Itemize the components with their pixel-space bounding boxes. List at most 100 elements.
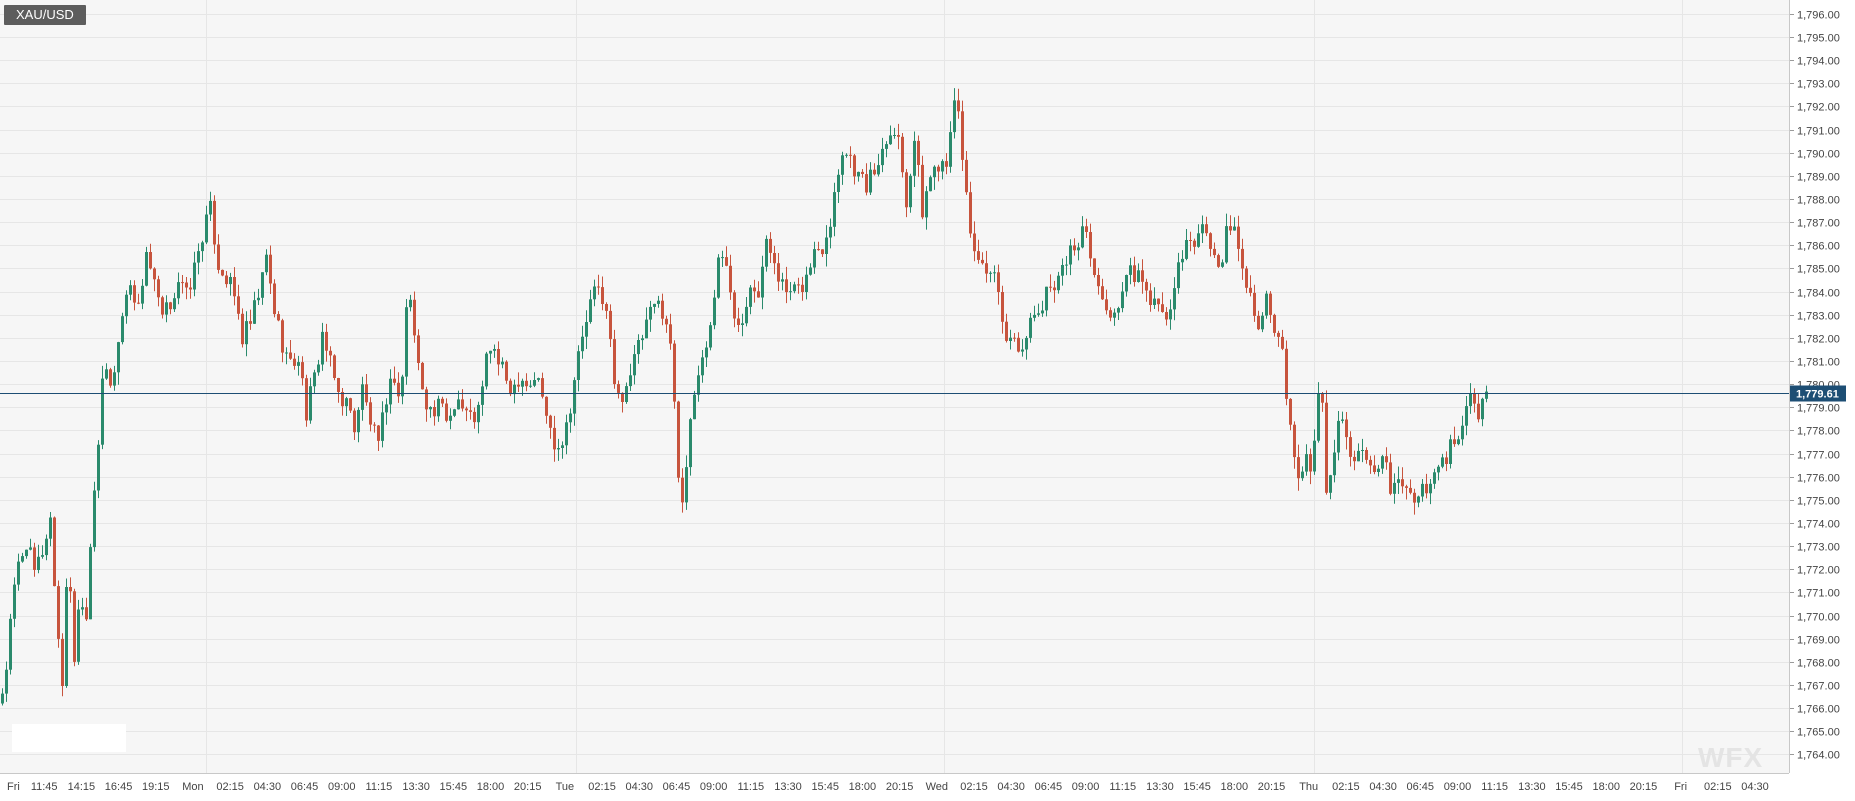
candle-body	[557, 448, 560, 450]
candle-body	[781, 279, 784, 282]
time-tick-label: 09:00	[700, 781, 728, 793]
candle-body	[189, 287, 192, 290]
candle-body	[953, 100, 956, 133]
candle-body	[625, 386, 628, 402]
candle-body	[505, 361, 508, 381]
candle-body	[589, 299, 592, 322]
candle-body	[605, 304, 608, 311]
candle-body	[609, 310, 612, 340]
time-tick-label: 11:15	[737, 781, 764, 793]
candle-body	[1217, 255, 1220, 267]
candle-body	[981, 259, 984, 264]
candle-body	[421, 362, 424, 390]
symbol-label: XAU/USD	[4, 5, 86, 25]
candle-body	[913, 140, 916, 176]
candle-body	[937, 166, 940, 172]
candle-body	[797, 284, 800, 286]
price-tick-label: 1,774.00	[1797, 519, 1840, 531]
time-axis[interactable]: Fri 11:45 14:15 16:45 19:15 Mon 02:15 04:30 06:4…	[7, 781, 1769, 793]
candle-body	[1153, 298, 1156, 305]
candle-body	[1225, 226, 1228, 263]
candle-body	[909, 175, 912, 208]
candle-body	[765, 238, 768, 267]
time-tick-label: 06:45	[663, 781, 691, 793]
candle-body	[673, 343, 676, 402]
candle-body	[133, 285, 136, 303]
candle-body	[405, 307, 408, 377]
price-tick-label: 1,796.00	[1797, 10, 1840, 22]
candle-body	[973, 233, 976, 252]
candle-body	[1269, 293, 1272, 315]
candle-body	[413, 299, 416, 336]
candle-body	[157, 279, 160, 298]
candle-body	[1117, 308, 1120, 313]
candle-body	[205, 214, 208, 243]
candle-body	[1437, 466, 1440, 473]
candle-body	[561, 445, 564, 448]
time-tick-label: Tue	[556, 781, 575, 793]
candle-body	[569, 413, 572, 423]
candle-body	[285, 352, 288, 354]
candle-body	[1473, 393, 1476, 404]
candle-body	[513, 384, 516, 395]
candle-body	[941, 161, 944, 172]
time-tick-label: 13:30	[402, 781, 430, 793]
candle-body	[1349, 437, 1352, 457]
time-tick-label: 02:15	[1332, 781, 1360, 793]
candle-body	[1345, 419, 1348, 438]
candle-body	[1121, 291, 1124, 309]
price-tick-label: 1,775.00	[1797, 496, 1840, 508]
candle-body	[225, 275, 228, 285]
time-tick-label: 04:30	[1741, 781, 1769, 793]
candle-body	[165, 302, 168, 315]
candle-body	[1053, 287, 1056, 291]
candle-body	[1201, 224, 1204, 234]
price-tick-label: 1,785.00	[1797, 264, 1840, 276]
price-tick-label: 1,779.00	[1797, 403, 1840, 415]
candle-body	[1073, 245, 1076, 251]
candle-body	[769, 238, 772, 253]
candle-body	[677, 401, 680, 478]
candle-body	[681, 477, 684, 503]
time-tick-label: 11:45	[31, 781, 58, 793]
candle-body	[89, 547, 92, 620]
candle-body	[465, 408, 468, 411]
candle-body	[269, 254, 272, 284]
candle-body	[1289, 398, 1292, 425]
candle-body	[1069, 245, 1072, 265]
time-tick-label: 04:30	[997, 781, 1025, 793]
time-tick-label: 15:45	[440, 781, 468, 793]
candle-body	[801, 284, 804, 292]
candle-body	[137, 302, 140, 304]
candle-body	[897, 135, 900, 137]
candle-body	[469, 410, 472, 412]
candle-body	[349, 398, 352, 411]
candle-body	[373, 424, 376, 426]
candle-body	[93, 490, 96, 548]
candle-body	[53, 517, 56, 587]
price-tick-label: 1,776.00	[1797, 473, 1840, 485]
candle-body	[485, 353, 488, 387]
candle-body	[1105, 299, 1108, 311]
candle-body	[669, 324, 672, 344]
price-axis[interactable]: 1,764.00 1,765.00 1,766.00 1,767.00 1,768.00…	[1789, 10, 1846, 762]
candle-body	[1081, 226, 1084, 248]
price-tick-label: 1,772.00	[1797, 565, 1840, 577]
candle-body	[1221, 262, 1224, 267]
candle-body	[273, 283, 276, 315]
time-tick-label: 18:00	[1592, 781, 1620, 793]
time-tick-label: 11:15	[366, 781, 393, 793]
candle-body	[1409, 487, 1412, 493]
candle-body	[201, 242, 204, 252]
time-tick-label: 16:45	[105, 781, 133, 793]
candle-body	[437, 398, 440, 417]
candle-body	[701, 357, 704, 376]
price-tick-label: 1,784.00	[1797, 288, 1840, 300]
candle-body	[613, 339, 616, 385]
time-tick-label: 15:45	[1555, 781, 1583, 793]
candle-body	[1457, 439, 1460, 445]
candle-body	[1065, 264, 1068, 266]
candle-body	[1417, 496, 1420, 503]
